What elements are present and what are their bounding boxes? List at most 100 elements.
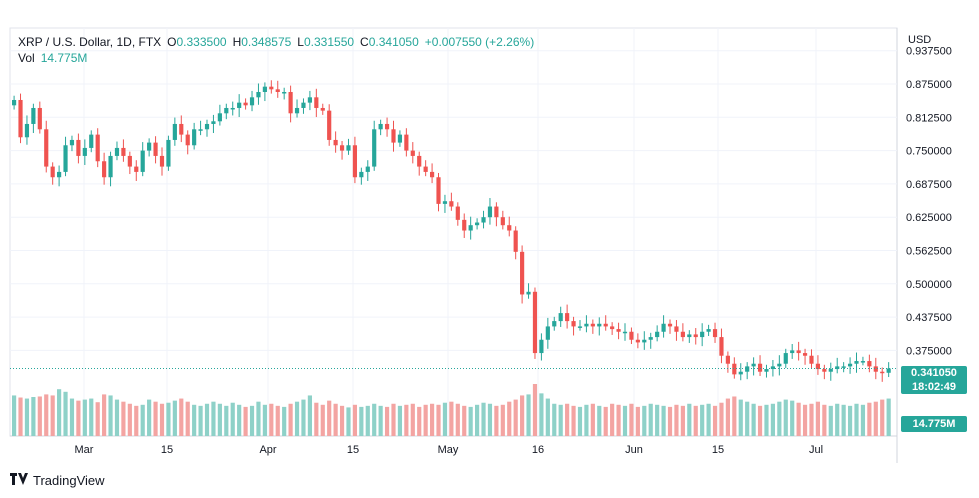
volume-bar bbox=[565, 403, 570, 436]
volume-bar bbox=[847, 405, 853, 436]
candle-body bbox=[108, 155, 113, 178]
price-tick: 0.812500 bbox=[906, 112, 952, 124]
volume-bar bbox=[449, 401, 454, 436]
volume-bar bbox=[429, 403, 435, 436]
volume-bar bbox=[423, 404, 428, 436]
volume-bar bbox=[153, 401, 158, 436]
price-tick: 0.375000 bbox=[906, 345, 952, 357]
candle-body bbox=[584, 323, 589, 327]
volume-bar bbox=[82, 399, 87, 436]
candle-body bbox=[545, 326, 550, 340]
candle-body bbox=[610, 326, 615, 330]
candle-body bbox=[815, 363, 821, 370]
volume-bar bbox=[886, 398, 891, 436]
volume-bar bbox=[610, 403, 615, 436]
candle-body bbox=[372, 129, 377, 167]
currency-label[interactable]: USD bbox=[908, 34, 932, 46]
candle-body bbox=[603, 323, 608, 327]
candle-body bbox=[37, 107, 42, 130]
volume-bar bbox=[841, 404, 846, 436]
volume-bar bbox=[616, 404, 621, 436]
volume-bar bbox=[462, 405, 467, 436]
volume-bar bbox=[687, 403, 692, 436]
volume-bar bbox=[249, 405, 255, 436]
volume-bar bbox=[655, 404, 660, 436]
candle-body bbox=[719, 337, 724, 356]
candle-body bbox=[449, 201, 454, 207]
candle-body bbox=[526, 291, 531, 295]
time-axis[interactable]: Mar 15 Apr 15 May 16 Jun 15 Jul bbox=[75, 444, 824, 456]
candle-body bbox=[301, 102, 306, 108]
volume-tag: 14.775M bbox=[901, 416, 967, 432]
price-tick: 0.937500 bbox=[906, 46, 952, 58]
volume-bar bbox=[436, 404, 441, 436]
volume-bar bbox=[288, 403, 293, 436]
candle-body bbox=[95, 134, 100, 162]
volume-bar bbox=[282, 406, 287, 436]
candle-body bbox=[835, 366, 840, 370]
volume-bar bbox=[114, 399, 120, 436]
candles bbox=[12, 80, 891, 382]
candle-body bbox=[860, 361, 866, 363]
candle-body bbox=[796, 350, 801, 354]
volume-bar bbox=[745, 401, 750, 436]
volume-bar bbox=[790, 400, 795, 436]
volume-bar bbox=[835, 403, 840, 436]
volume-bar bbox=[642, 405, 647, 436]
candle-body bbox=[577, 326, 583, 328]
candle-body bbox=[558, 313, 563, 322]
candle-body bbox=[642, 339, 647, 343]
candle-body bbox=[339, 145, 345, 151]
candle-body bbox=[462, 219, 467, 231]
symbol-title[interactable]: XRP / U.S. Dollar, 1D, FTX bbox=[18, 35, 162, 49]
volume-bar bbox=[635, 406, 640, 436]
volume-bar bbox=[211, 401, 216, 436]
volume-bar bbox=[294, 401, 300, 436]
time-tick: Jul bbox=[809, 444, 823, 456]
brand[interactable]: TradingView bbox=[10, 473, 105, 488]
candle-body bbox=[841, 366, 846, 368]
volume-bar bbox=[796, 402, 801, 436]
candle-body bbox=[475, 222, 480, 226]
volume-bar bbox=[384, 406, 390, 436]
candle-body bbox=[738, 371, 743, 375]
last-price-value: 0.341050 bbox=[911, 367, 957, 379]
volume-bar bbox=[757, 405, 763, 436]
volume-bar bbox=[520, 395, 525, 436]
volume-bar bbox=[764, 404, 769, 436]
candle-body bbox=[532, 291, 538, 354]
bar-countdown: 18:02:49 bbox=[911, 381, 957, 393]
candle-body bbox=[50, 166, 55, 178]
volume-bar bbox=[822, 404, 827, 436]
time-tick: 16 bbox=[532, 444, 544, 456]
candle-body bbox=[764, 369, 769, 372]
volume-bar bbox=[217, 403, 222, 436]
candle-body bbox=[802, 353, 808, 356]
volume-bar bbox=[76, 400, 81, 436]
volume-bar bbox=[873, 401, 878, 436]
candle-body bbox=[76, 139, 81, 156]
volume-bar bbox=[140, 404, 145, 436]
candle-body bbox=[635, 339, 640, 343]
volume-bar bbox=[867, 402, 872, 436]
candle-body bbox=[494, 206, 499, 218]
candle-body bbox=[237, 102, 242, 108]
candle-body bbox=[256, 91, 261, 98]
volume-bar bbox=[860, 404, 866, 436]
volume-bar bbox=[192, 404, 197, 436]
candle-body bbox=[102, 161, 107, 178]
candle-body bbox=[211, 121, 216, 124]
price-axis[interactable]: 0.937500 0.875000 0.812500 0.750000 0.687500… bbox=[906, 46, 952, 358]
volume-bar bbox=[301, 399, 306, 436]
candle-body bbox=[314, 97, 319, 108]
candle-body bbox=[31, 107, 36, 124]
candle-body bbox=[121, 147, 126, 156]
candle-body bbox=[616, 329, 621, 332]
volume-bar bbox=[526, 394, 531, 436]
volume-bar bbox=[680, 405, 685, 436]
volume-bar bbox=[378, 405, 383, 436]
price-tick: 0.562500 bbox=[906, 246, 952, 258]
volume-bar bbox=[854, 403, 859, 436]
